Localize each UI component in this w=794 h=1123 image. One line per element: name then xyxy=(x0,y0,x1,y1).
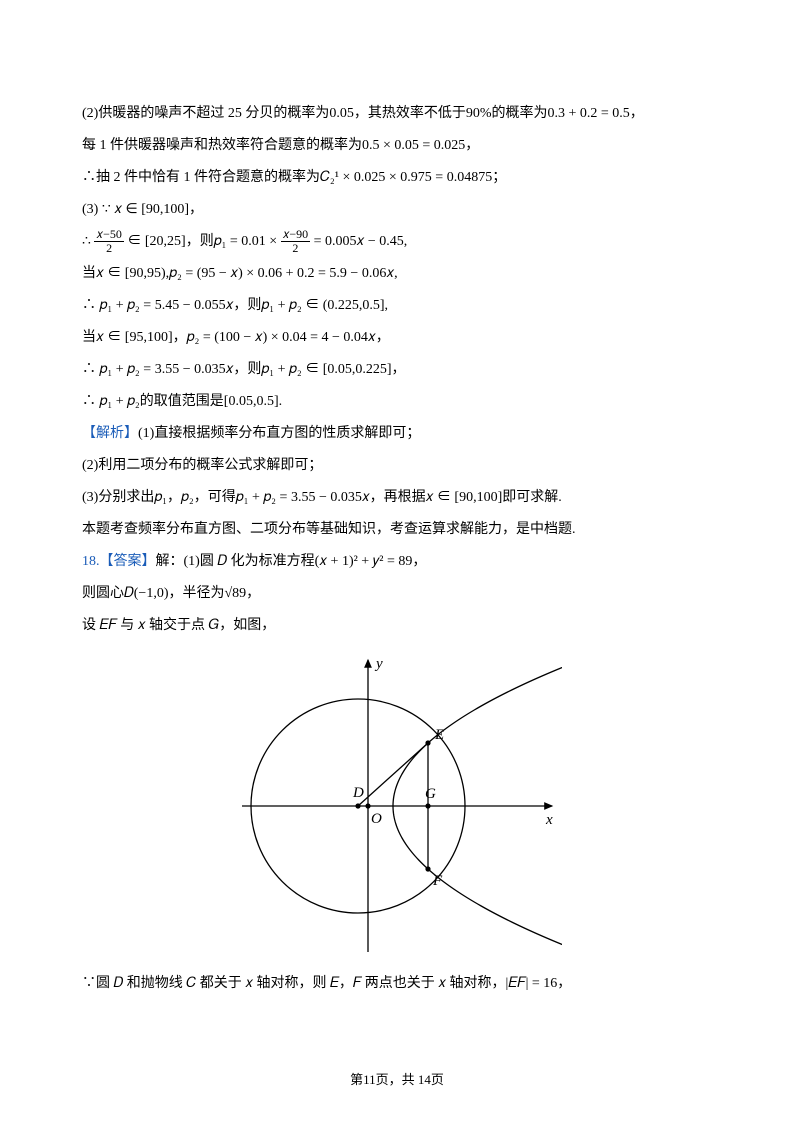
text-line: ∴ 𝑝₁ + 𝑝₂ = 3.55 − 0.035𝑥，则𝑝₁ + 𝑝₂ ∈ [0.… xyxy=(82,356,712,384)
text-line-fraction: ∴ 𝑥−50 2 ∈ [20,25]，则𝑝₁ = 0.01 × 𝑥−90 2 =… xyxy=(82,228,712,256)
fraction: 𝑥−90 2 xyxy=(281,228,310,255)
text-part: 解：(1)圆 𝐷 化为标准方程(𝑥 + 1)² + 𝑦² = 89， xyxy=(156,554,427,569)
fraction: 𝑥−50 2 xyxy=(94,228,123,255)
text-line: ∴抽 2 件中恰有 1 件符合题意的概率为𝐶₂¹ × 0.025 × 0.975… xyxy=(82,164,712,192)
blue-tag: 18.【答案】 xyxy=(82,554,156,569)
text-part: ∈ [20,25]，则𝑝₁ = 0.01 × xyxy=(127,234,280,249)
text-line: 当𝑥 ∈ [90,95),𝑝₂ = (95 − 𝑥) × 0.06 + 0.2 … xyxy=(82,260,712,288)
svg-text:D: D xyxy=(352,785,364,801)
text-line: (3)分别求出𝑝₁，𝑝₂，可得𝑝₁ + 𝑝₂ = 3.55 − 0.035𝑥，再… xyxy=(82,484,712,512)
svg-text:O: O xyxy=(371,811,382,827)
text-line: 本题考查频率分布直方图、二项分布等基础知识，考查运算求解能力，是中档题. xyxy=(82,516,712,544)
fraction-denominator: 2 xyxy=(94,242,123,255)
text-line: 则圆心𝐷(−1,0)，半径为√89， xyxy=(82,580,712,608)
diagram-svg: y x DO G E F xyxy=(232,650,562,960)
text-line: ∴ 𝑝₁ + 𝑝₂的取值范围是[0.05,0.5]. xyxy=(82,388,712,416)
svg-text:y: y xyxy=(374,656,383,672)
page-footer: 第11页，共 14页 xyxy=(0,1069,794,1088)
text-line: ∵圆 𝐷 和抛物线 𝐶 都关于 𝑥 轴对称，则 𝐸，𝐹 两点也关于 𝑥 轴对称，… xyxy=(82,970,712,998)
text-line: ∴ 𝑝₁ + 𝑝₂ = 5.45 − 0.055𝑥，则𝑝₁ + 𝑝₂ ∈ (0.… xyxy=(82,292,712,320)
text-line: 设 𝐸𝐹 与 𝑥 轴交于点 𝐺，如图， xyxy=(82,612,712,640)
text-part: = 0.005𝑥 − 0.45, xyxy=(314,234,408,249)
svg-text:E: E xyxy=(434,727,444,743)
answer-heading: 18.【答案】解：(1)圆 𝐷 化为标准方程(𝑥 + 1)² + 𝑦² = 89… xyxy=(82,548,712,576)
analysis-heading: 【解析】(1)直接根据频率分布直方图的性质求解即可； xyxy=(82,420,712,448)
text-part: ∴ xyxy=(82,234,94,249)
fraction-numerator: 𝑥−50 xyxy=(94,228,123,242)
geometry-diagram: y x DO G E F xyxy=(82,650,712,960)
text-line: 当𝑥 ∈ [95,100]，𝑝₂ = (100 − 𝑥) × 0.04 = 4 … xyxy=(82,324,712,352)
text-line: (3) ∵ 𝑥 ∈ [90,100]， xyxy=(82,196,712,224)
svg-text:G: G xyxy=(425,786,436,802)
svg-text:x: x xyxy=(545,812,553,828)
fraction-denominator: 2 xyxy=(281,242,310,255)
text-line: (2)利用二项分布的概率公式求解即可； xyxy=(82,452,712,480)
svg-text:F: F xyxy=(432,873,443,889)
blue-tag: 【解析】 xyxy=(82,426,138,441)
fraction-numerator: 𝑥−90 xyxy=(281,228,310,242)
text-line: 每 1 件供暖器噪声和热效率符合题意的概率为0.5 × 0.05 = 0.025… xyxy=(82,132,712,160)
text-line: (2)供暖器的噪声不超过 25 分贝的概率为0.05，其热效率不低于90%的概率… xyxy=(82,100,712,128)
text-part: (1)直接根据频率分布直方图的性质求解即可； xyxy=(138,426,420,441)
